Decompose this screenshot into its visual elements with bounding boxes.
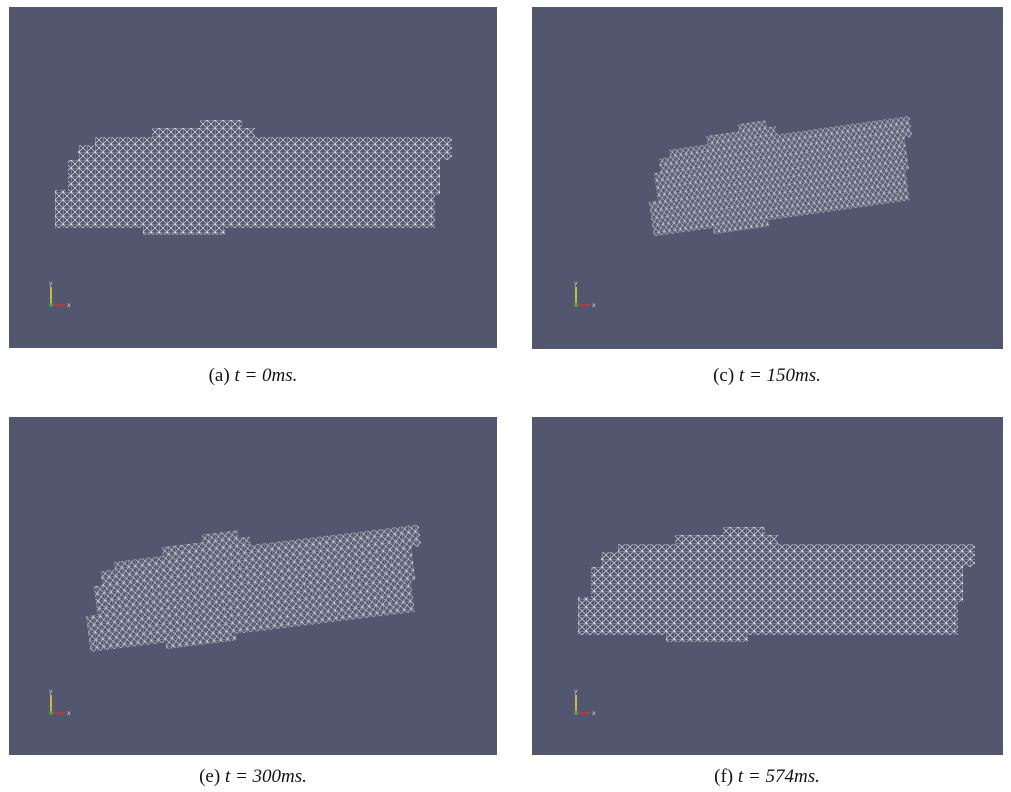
caption-label: (e) (199, 766, 220, 787)
caption: (a) t = 0ms. (13, 365, 493, 387)
axis-label: x (592, 302, 596, 309)
caption-label: (c) (713, 365, 734, 386)
caption: (c) t = 150ms. (527, 365, 1007, 387)
caption-label: (f) (714, 766, 733, 787)
caption-time: t = 150ms. (739, 365, 821, 386)
axis-label: y (49, 688, 53, 695)
caption-label: (a) (209, 365, 230, 386)
page: y x y x y x y x (a) t = 0ms. (c) t = 150… (0, 0, 1011, 792)
figure: y x y x y x y x (0, 0, 1011, 792)
mesh (578, 527, 975, 642)
caption: (f) t = 574ms. (527, 766, 1007, 788)
caption-time: t = 0ms. (234, 365, 297, 386)
mesh (55, 120, 452, 235)
axis-label: x (67, 302, 71, 309)
axis-label: x (67, 710, 71, 717)
axis-label: y (49, 280, 53, 287)
axis-label: y (574, 280, 578, 287)
caption: (e) t = 300ms. (13, 766, 493, 788)
axis-label: x (592, 710, 596, 717)
axis-label: y (574, 688, 578, 695)
caption-time: t = 574ms. (738, 766, 820, 787)
caption-time: t = 300ms. (225, 766, 307, 787)
